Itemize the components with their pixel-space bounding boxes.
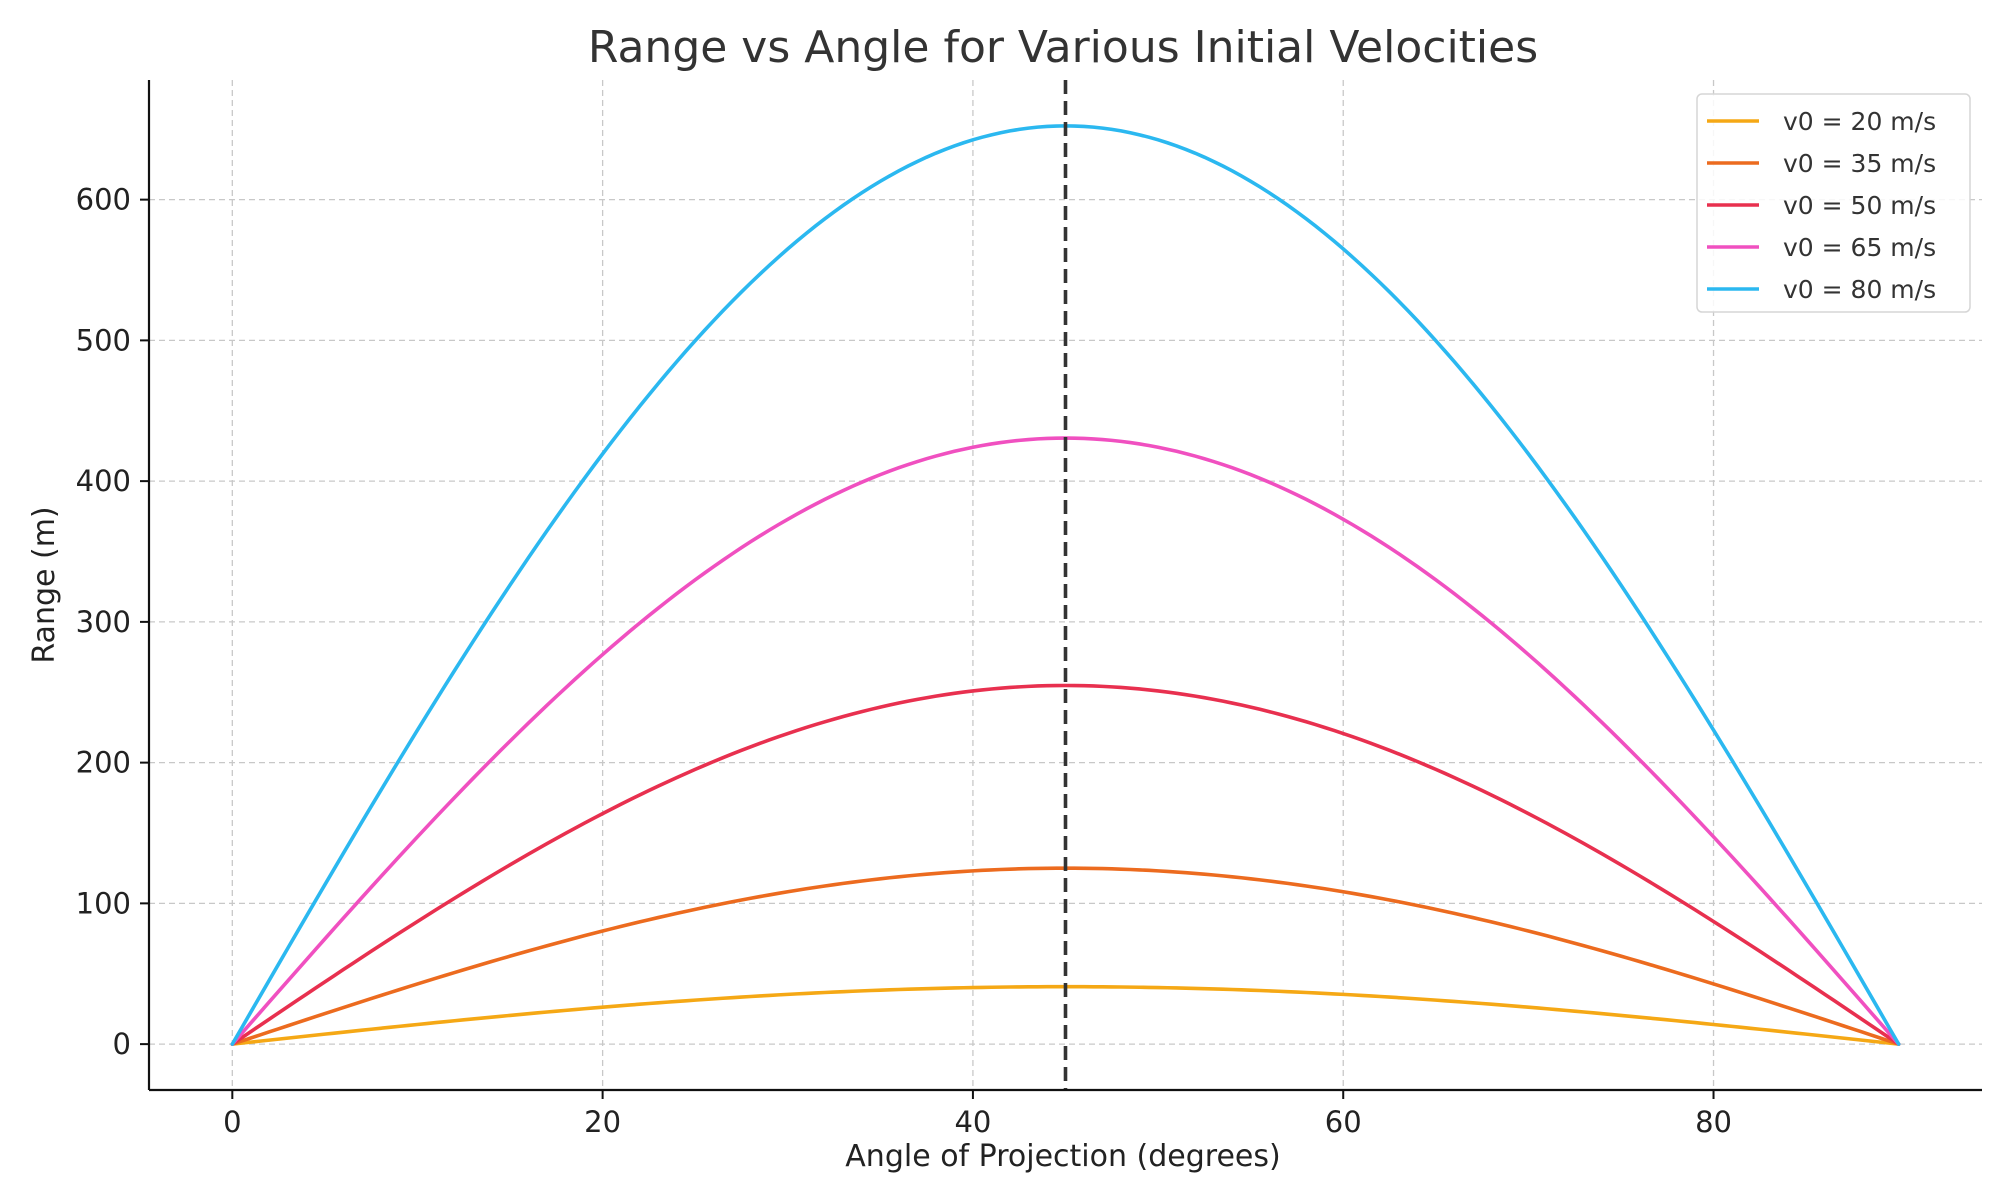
y-tick-label-300: 300 <box>76 605 131 639</box>
legend: v0 = 20 m/s v0 = 35 m/s v0 = 50 m/s v0 = 65… <box>1696 93 1971 313</box>
series-line-3 <box>230 683 1901 1046</box>
y-tick-label-100: 100 <box>76 886 131 920</box>
y-tick-label-400: 400 <box>76 464 131 498</box>
legend-label-4: v0 = 65 m/s <box>1783 233 1936 262</box>
x-tick-label-60: 60 <box>1325 1105 1362 1139</box>
x-tick-label-20: 20 <box>584 1105 621 1139</box>
y-axis-label: Range (m) <box>27 506 62 663</box>
legend-label-2: v0 = 35 m/s <box>1783 149 1936 178</box>
x-tick-label-40: 40 <box>954 1105 991 1139</box>
y-tick-label-0: 0 <box>113 1027 131 1061</box>
y-tick-label-200: 200 <box>76 746 131 780</box>
legend-label-1: v0 = 20 m/s <box>1783 107 1936 136</box>
x-tick-label-0: 0 <box>223 1105 241 1139</box>
ticks-layer: 0 20 40 60 80 0 100 200 300 400 500 600 <box>76 183 1732 1139</box>
y-tick-label-500: 500 <box>76 323 131 357</box>
y-tick-label-600: 600 <box>76 183 131 217</box>
x-tick-label-80: 80 <box>1695 1105 1732 1139</box>
grid-layer <box>149 80 1982 1090</box>
chart-title: Range vs Angle for Various Initial Veloc… <box>588 22 1538 73</box>
legend-label-3: v0 = 50 m/s <box>1783 191 1936 220</box>
legend-label-5: v0 = 80 m/s <box>1783 275 1936 304</box>
legend-box <box>1696 93 1971 313</box>
x-axis-label: Angle of Projection (degrees) <box>845 1139 1280 1174</box>
axes-layer <box>147 80 1982 1092</box>
